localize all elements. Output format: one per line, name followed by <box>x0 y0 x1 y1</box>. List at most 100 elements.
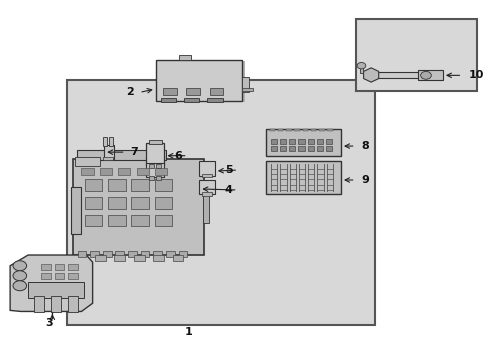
Bar <box>137 168 149 175</box>
Polygon shape <box>363 68 378 82</box>
Bar <box>85 197 102 208</box>
Bar <box>134 255 144 261</box>
Bar <box>270 147 276 152</box>
Bar <box>154 179 172 191</box>
Bar <box>417 70 442 80</box>
Bar <box>75 157 100 166</box>
Bar <box>279 139 285 144</box>
Circle shape <box>420 71 430 79</box>
Bar <box>298 147 304 152</box>
Bar <box>298 139 304 144</box>
Bar <box>28 282 84 298</box>
Bar <box>68 296 78 312</box>
Bar <box>67 80 374 325</box>
Bar <box>108 215 125 226</box>
Circle shape <box>356 63 365 69</box>
Bar <box>327 129 332 131</box>
Bar <box>78 251 86 257</box>
Bar <box>55 291 64 297</box>
Circle shape <box>13 281 26 291</box>
Bar <box>114 255 125 261</box>
Bar <box>316 139 323 144</box>
Bar <box>131 197 149 208</box>
Bar <box>209 88 223 95</box>
Bar <box>41 291 51 297</box>
Bar <box>77 150 166 160</box>
Text: 10: 10 <box>467 70 483 80</box>
Bar <box>41 264 51 270</box>
Bar <box>319 129 324 131</box>
Bar <box>203 194 208 223</box>
Bar <box>242 77 248 93</box>
Bar <box>146 143 164 165</box>
Bar <box>115 251 124 257</box>
Bar <box>118 168 130 175</box>
Bar <box>100 168 112 175</box>
Bar <box>163 88 176 95</box>
Bar <box>146 163 164 177</box>
Bar <box>81 168 93 175</box>
Text: 3: 3 <box>45 318 53 328</box>
Bar <box>141 251 149 257</box>
Bar <box>307 147 313 152</box>
Bar <box>172 255 183 261</box>
Bar <box>325 147 332 152</box>
Text: 5: 5 <box>224 165 232 175</box>
Bar <box>178 251 187 257</box>
Bar <box>265 129 340 156</box>
Bar <box>68 282 78 288</box>
Bar <box>199 180 214 194</box>
Bar <box>294 129 299 131</box>
Bar <box>316 147 323 152</box>
Bar <box>68 291 78 297</box>
Bar <box>103 137 107 146</box>
Text: 1: 1 <box>184 327 192 337</box>
Bar <box>155 168 167 175</box>
Bar <box>41 282 51 288</box>
Bar <box>288 139 295 144</box>
Bar <box>285 129 291 131</box>
Bar <box>51 296 61 312</box>
Bar <box>156 176 161 180</box>
Bar <box>85 179 102 191</box>
Circle shape <box>13 261 26 271</box>
Bar <box>131 179 149 191</box>
Bar <box>183 98 199 103</box>
Bar <box>108 179 125 191</box>
Bar <box>108 197 125 208</box>
Bar <box>109 137 113 146</box>
Bar <box>199 161 214 176</box>
Bar <box>270 139 276 144</box>
Bar <box>102 157 113 160</box>
Bar <box>90 251 99 257</box>
Bar <box>149 163 154 168</box>
Bar <box>156 163 161 168</box>
Bar <box>242 88 252 91</box>
Bar <box>186 88 200 95</box>
Bar <box>153 251 162 257</box>
Bar <box>55 264 64 270</box>
Bar <box>131 215 149 226</box>
Bar <box>288 147 295 152</box>
Bar <box>34 296 44 312</box>
Circle shape <box>13 271 26 281</box>
Text: 8: 8 <box>361 141 368 151</box>
Bar <box>325 139 332 144</box>
Bar <box>41 273 51 279</box>
Bar <box>207 98 222 103</box>
Bar <box>154 215 172 226</box>
Bar <box>71 187 81 234</box>
Bar <box>149 140 161 144</box>
Bar <box>55 273 64 279</box>
Bar <box>155 60 242 101</box>
Bar <box>310 129 316 131</box>
Bar <box>279 147 285 152</box>
Bar <box>73 158 204 255</box>
Bar <box>95 255 105 261</box>
Bar <box>154 197 172 208</box>
Bar <box>307 139 313 144</box>
Text: 4: 4 <box>224 185 231 195</box>
Bar <box>160 98 176 103</box>
Bar <box>55 282 64 288</box>
Text: 7: 7 <box>130 147 138 157</box>
